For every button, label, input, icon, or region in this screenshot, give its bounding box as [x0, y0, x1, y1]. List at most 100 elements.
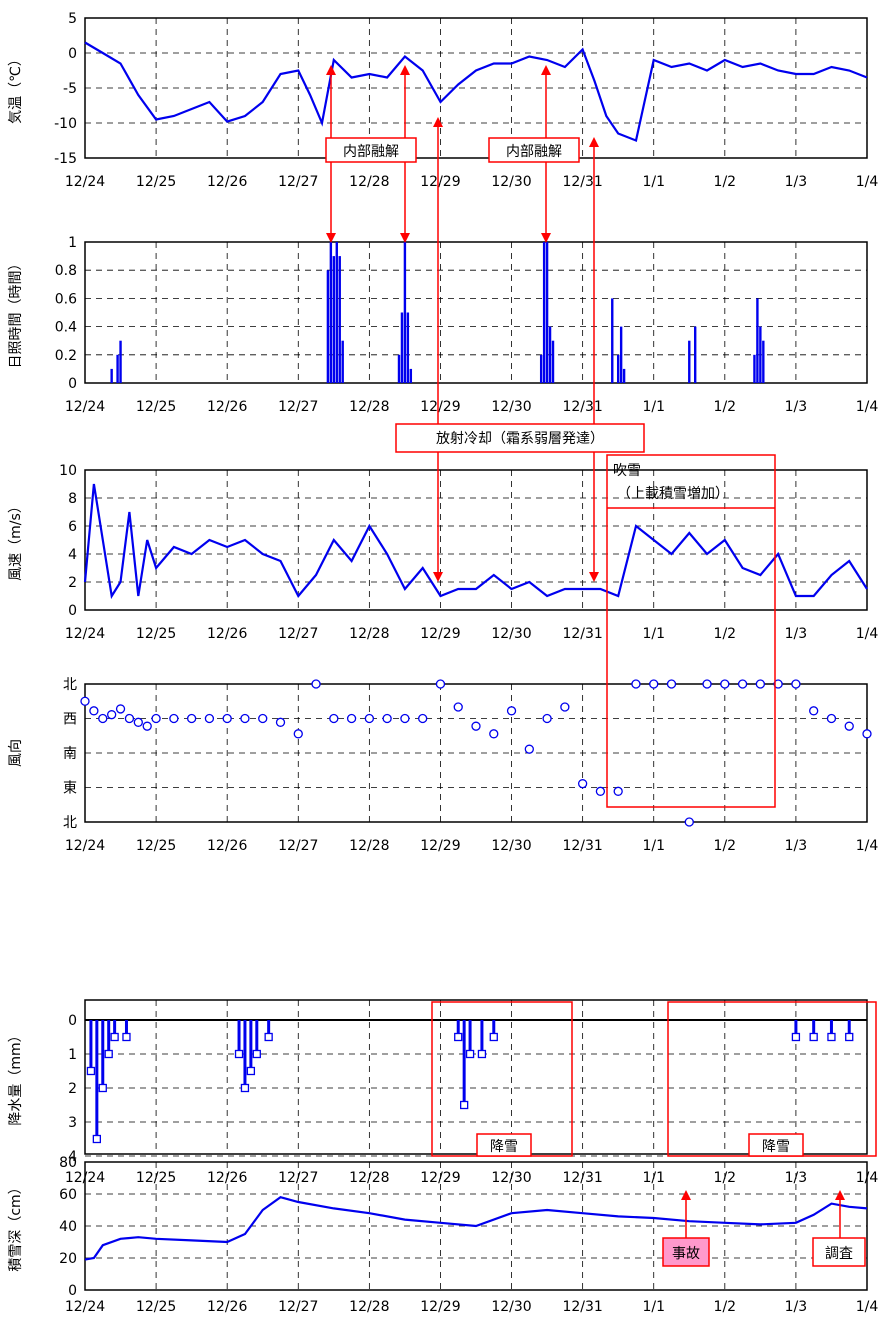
y-tick-label: 0 [68, 1283, 77, 1299]
wind-direction-point [89, 706, 99, 716]
accident-label: 事故 [672, 1246, 700, 1262]
wind-direction-point [471, 721, 481, 731]
temperature-line [84, 41, 868, 142]
wind-direction-point [133, 717, 143, 727]
snowfall-label-box-2 [748, 1133, 804, 1157]
x-tick-label: 1/2 [714, 1299, 737, 1315]
x-tick-label: 12/26 [207, 838, 247, 854]
wind-direction-point [98, 713, 108, 724]
precip-marker [454, 1032, 463, 1042]
precip-marker [809, 1032, 818, 1042]
precip-marker [98, 1083, 107, 1093]
wind-direction-point [489, 729, 499, 739]
precip-marker [264, 1032, 273, 1042]
sunshine-bar [616, 354, 620, 383]
y-tick-label: 4 [68, 547, 77, 563]
x-tick-label: 12/27 [278, 838, 318, 854]
sunshine-bar [756, 298, 759, 383]
y-tick-label: 北 [63, 815, 77, 831]
wind-direction-point [186, 713, 197, 724]
x-tick-label: 12/25 [136, 626, 176, 642]
precip-marker [240, 1083, 250, 1093]
y-tick-label: 1 [68, 235, 77, 251]
wind-direction-point [293, 729, 303, 739]
y-tick-label: 2 [68, 1081, 77, 1097]
sunshine-bar [409, 368, 413, 383]
x-tick-label: 12/26 [207, 1299, 247, 1315]
wind-direction-point [542, 713, 552, 724]
accident-box [662, 1237, 710, 1267]
sunshine-bar [693, 326, 697, 383]
y-tick-label: 2 [68, 575, 77, 591]
y-tick-label: 北 [63, 677, 77, 693]
y-tick-label: -15 [54, 151, 77, 167]
wind-direction-point [169, 713, 179, 724]
x-tick-label: 12/30 [491, 626, 531, 642]
sunshine-bar [542, 242, 546, 383]
sunshine-bar [332, 256, 336, 383]
blowing-snow-label-1: 吹雪 [613, 463, 641, 479]
y-axis-label: 風速（m/s） [8, 499, 24, 581]
precip-marker [92, 1134, 101, 1144]
snowfall-label-2: 降雪 [762, 1139, 790, 1155]
y-tick-label: 40 [59, 1219, 77, 1235]
wind-direction-point [364, 713, 375, 724]
x-tick-label: 1/4 [856, 626, 879, 642]
x-tick-label: 12/24 [65, 399, 105, 415]
y-tick-label: -5 [63, 81, 77, 97]
wind-direction-point [560, 702, 570, 712]
blowing-snow-box [606, 454, 776, 808]
x-tick-label: 1/2 [714, 399, 737, 415]
wind-direction-point [809, 706, 819, 716]
precip-marker [252, 1049, 261, 1059]
wind-direction-point [524, 744, 534, 754]
y-tick-label: 60 [59, 1187, 77, 1203]
y-tick-label: -10 [54, 116, 77, 132]
internal-melt-box-2 [488, 137, 580, 163]
wind-direction-point [222, 713, 232, 724]
sunshine-bar [545, 242, 549, 383]
wind-direction-point [107, 710, 117, 720]
sunshine-bar [335, 242, 338, 383]
y-tick-label: 0 [68, 46, 77, 62]
plot-frame [84, 241, 868, 384]
sunshine-bar [406, 312, 410, 383]
wind-direction-point [346, 713, 357, 724]
wind-direction-point [844, 721, 854, 731]
x-tick-label: 12/24 [65, 1299, 105, 1315]
wind-direction-point [151, 713, 161, 724]
x-tick-label: 12/30 [491, 838, 531, 854]
x-tick-label: 12/24 [65, 174, 105, 190]
internal-melt-label-2: 内部融解 [506, 144, 562, 160]
sunshine-bar [753, 354, 756, 383]
sunshine-bar [539, 354, 543, 383]
plot-frame [84, 17, 868, 159]
sunshine-bar [759, 326, 762, 383]
precip-marker [110, 1032, 119, 1042]
precip-marker [104, 1049, 113, 1059]
x-tick-label: 1/3 [785, 838, 808, 854]
wind-direction-point [577, 779, 588, 789]
y-axis-label: 降水量（mm） [8, 1028, 24, 1125]
annotations: 内部融解 内部融解 放射冷却（霜系弱層発達） 吹雪 （上載積雪増加） 降雪 降雪… [325, 65, 877, 1267]
wind-direction-point [826, 713, 837, 724]
wind-direction-point [684, 817, 694, 827]
precip-marker [234, 1049, 244, 1059]
wind-direction-point [755, 679, 766, 689]
x-tick-label: 12/29 [420, 1299, 460, 1315]
x-tick-label: 12/30 [491, 174, 531, 190]
sunshine-bar [329, 242, 333, 383]
wind-direction-point [80, 696, 90, 706]
survey-box [812, 1237, 866, 1267]
x-tick-label: 12/27 [278, 1299, 318, 1315]
x-tick-label: 12/28 [349, 174, 389, 190]
wind-direction-point [666, 679, 677, 689]
x-tick-label: 12/28 [349, 626, 389, 642]
x-tick-label: 12/26 [207, 626, 247, 642]
wind-direction-point [124, 713, 135, 724]
y-tick-label: 0 [68, 603, 77, 619]
x-tick-label: 1/2 [714, 626, 737, 642]
wind-direction-point [400, 713, 410, 724]
x-tick-label: 1/1 [642, 1299, 665, 1315]
panel-temperature: 5 0 -5 -10 -15 12/24 12/25 12/26 12/27 12/28 12/29… [8, 11, 878, 190]
